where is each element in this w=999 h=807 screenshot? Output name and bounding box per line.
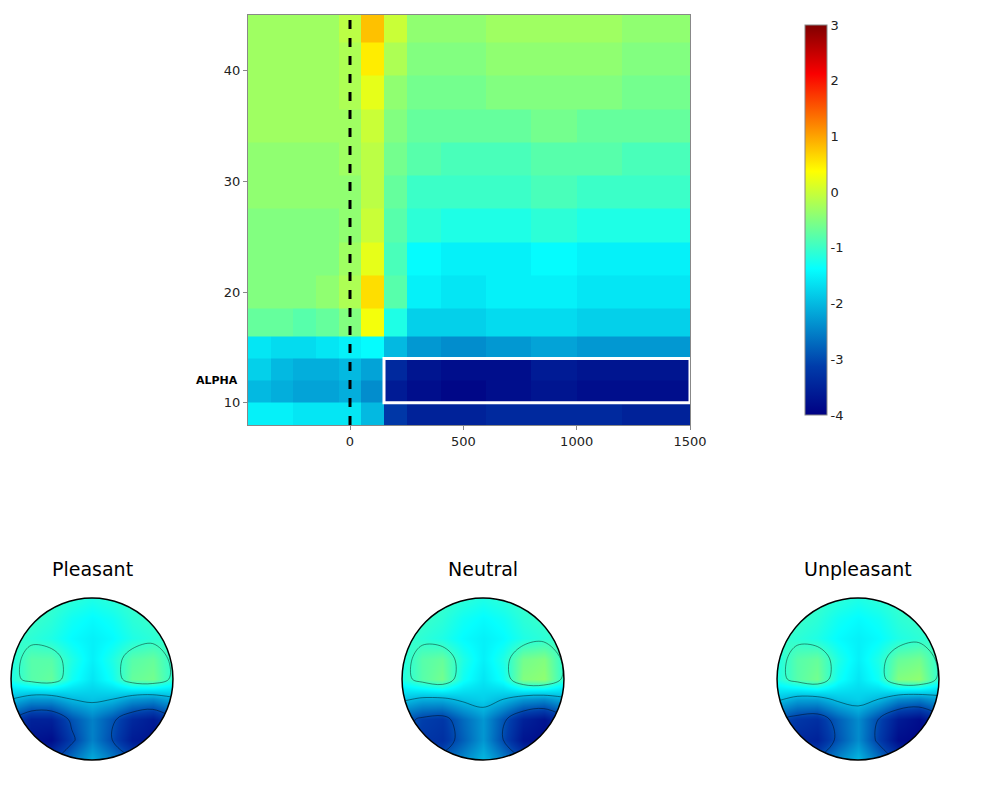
svg-text:-3: -3 [831, 352, 844, 367]
svg-text:2: 2 [831, 73, 839, 88]
svg-text:-4: -4 [831, 408, 844, 423]
svg-text:1500: 1500 [673, 434, 706, 449]
svg-text:500: 500 [451, 434, 476, 449]
svg-text:Neutral: Neutral [448, 558, 518, 580]
svg-text:10: 10 [224, 395, 241, 410]
svg-text:1: 1 [831, 129, 839, 144]
svg-text:0: 0 [346, 434, 354, 449]
svg-text:ALPHA: ALPHA [196, 374, 238, 387]
svg-text:1000: 1000 [560, 434, 593, 449]
svg-text:Unpleasant: Unpleasant [804, 558, 912, 580]
svg-text:-2: -2 [831, 296, 844, 311]
svg-text:30: 30 [224, 174, 241, 189]
svg-text:0: 0 [831, 185, 839, 200]
svg-text:-1: -1 [831, 240, 844, 255]
svg-text:3: 3 [831, 18, 839, 33]
svg-text:20: 20 [224, 285, 241, 300]
svg-text:40: 40 [224, 63, 241, 78]
svg-text:Pleasant: Pleasant [52, 558, 133, 580]
